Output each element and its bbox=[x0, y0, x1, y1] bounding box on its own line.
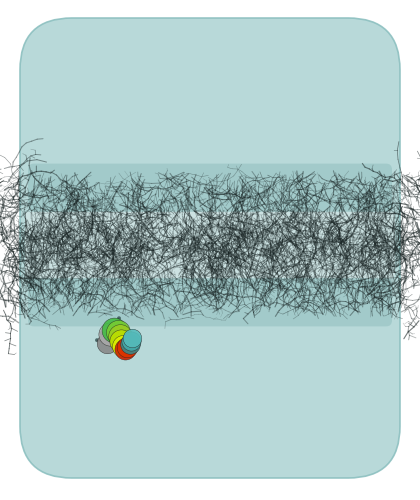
Point bbox=[121, 346, 128, 354]
Point bbox=[94, 336, 100, 344]
Point bbox=[98, 330, 105, 338]
FancyBboxPatch shape bbox=[20, 18, 400, 478]
Point bbox=[119, 342, 126, 349]
Point bbox=[113, 336, 120, 344]
Point bbox=[118, 337, 124, 345]
FancyBboxPatch shape bbox=[28, 164, 392, 212]
Point bbox=[104, 338, 110, 346]
Point bbox=[124, 343, 131, 351]
Point bbox=[128, 337, 134, 345]
Point bbox=[116, 332, 123, 340]
Point bbox=[129, 337, 135, 345]
Point bbox=[126, 340, 133, 348]
Point bbox=[126, 346, 133, 354]
Point bbox=[112, 336, 118, 344]
Point bbox=[129, 334, 135, 342]
Point bbox=[125, 346, 132, 354]
Point bbox=[114, 328, 121, 336]
FancyBboxPatch shape bbox=[28, 278, 392, 326]
Point bbox=[119, 340, 126, 348]
Point bbox=[107, 330, 113, 338]
Point bbox=[111, 326, 118, 334]
FancyBboxPatch shape bbox=[25, 212, 395, 278]
Point bbox=[111, 332, 118, 340]
Point bbox=[116, 314, 122, 322]
Point bbox=[135, 339, 142, 347]
Point bbox=[112, 340, 118, 348]
